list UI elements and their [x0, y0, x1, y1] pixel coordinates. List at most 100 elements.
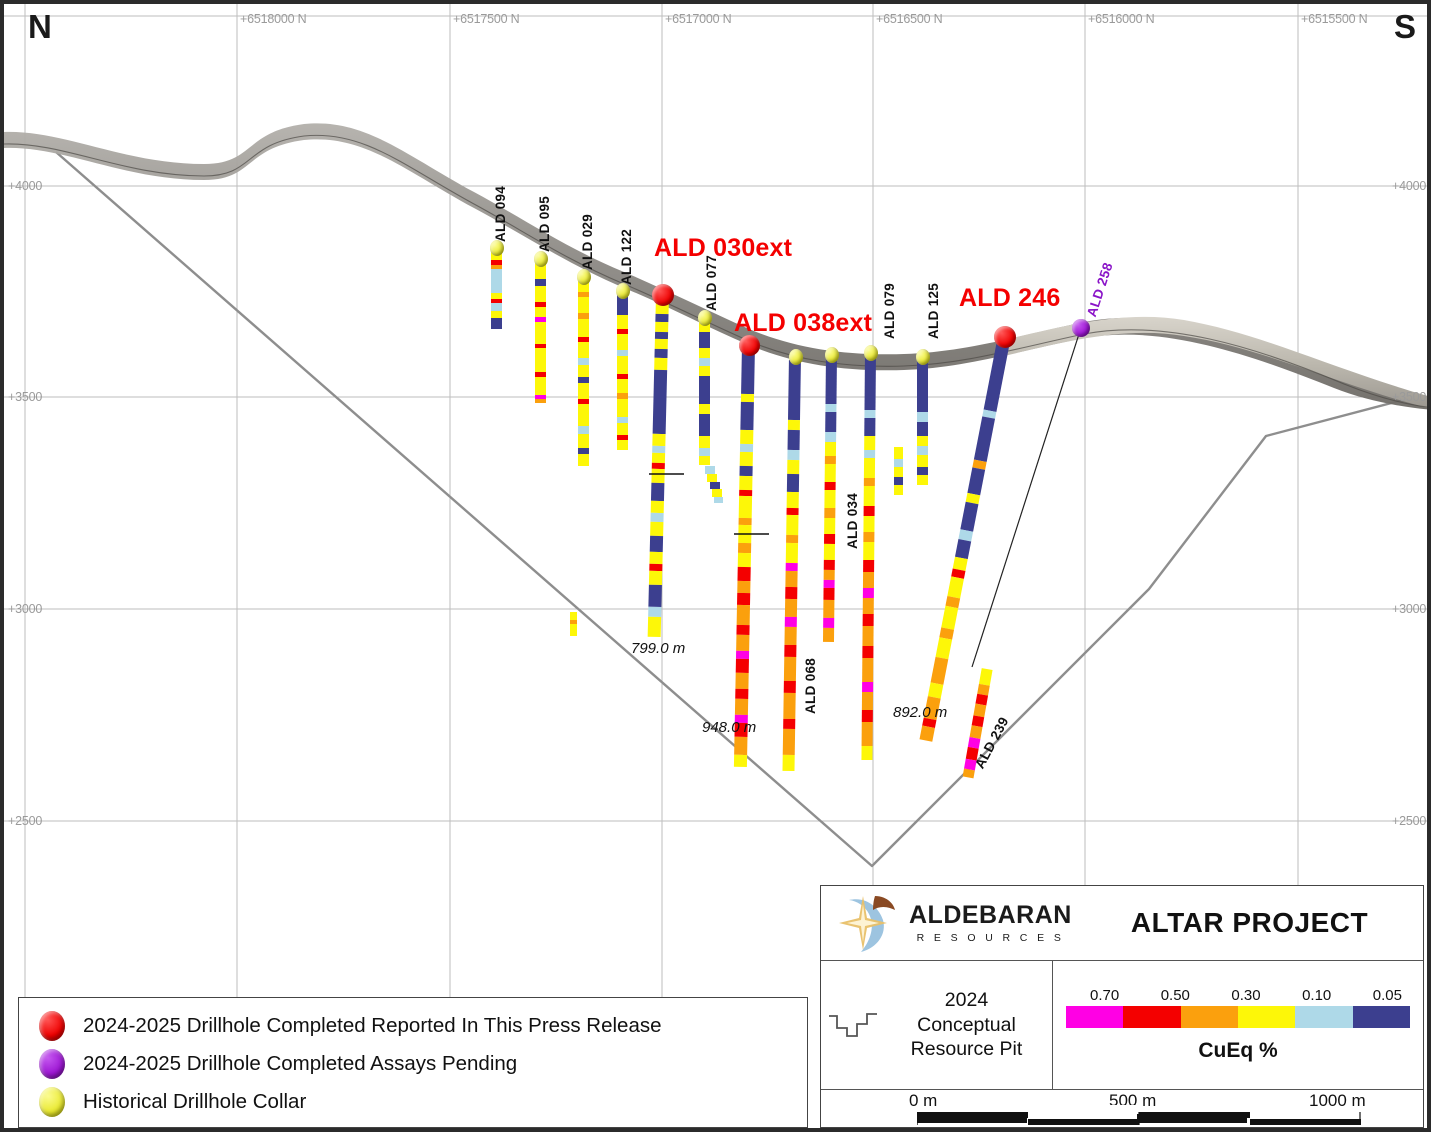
drillhole-trace-ald-068	[782, 359, 801, 772]
y-tick-label: +3500	[8, 390, 43, 404]
cueq-colorbar-legend: 0.70 0.50 0.30 0.10 0.05 CuEq %	[1053, 961, 1423, 1089]
y-tick-label: +4000	[8, 179, 43, 193]
cueq-colorbar	[1066, 1006, 1410, 1028]
collar-ald-125[interactable]	[916, 349, 930, 365]
cross-section-canvas	[4, 4, 1427, 1128]
pit-legend-text: 2024 Conceptual Resource Pit	[887, 988, 1052, 1063]
colorbar-tick: 0.70	[1090, 987, 1120, 1004]
drillhole-trace-ald-030ext	[647, 297, 669, 638]
hole-label-ald-125: ALD 125	[926, 282, 941, 339]
project-title-text: ALTAR PROJECT	[1130, 907, 1369, 938]
project-title: ALTAR PROJECT	[1076, 907, 1423, 939]
drillhole-trace-ald-034	[822, 357, 837, 643]
hole-label-ald-038ext: ALD 038ext	[734, 309, 873, 337]
y-tick-label-right: +3500	[1392, 390, 1427, 404]
collar-ald-079[interactable]	[864, 345, 878, 361]
legend-dot-purple-icon	[39, 1049, 65, 1079]
colorbar-swatch-red	[1123, 1006, 1181, 1028]
hole-label-ald-068: ALD 068	[803, 657, 818, 714]
hole-label-ald-122: ALD 122	[619, 228, 634, 285]
x-tick-label: +6517500 N	[453, 12, 520, 26]
hole-label-ald-094: ALD 094	[493, 185, 508, 242]
colorbar-tick: 0.05	[1372, 987, 1402, 1004]
legend-item-historical-collar: Historical Drillhole Collar	[39, 1083, 807, 1121]
colorbar-tick-labels: 0.70 0.50 0.30 0.10 0.05	[1068, 987, 1408, 1006]
collar-ald-095[interactable]	[534, 251, 548, 267]
pit-label-year: 2024	[944, 988, 989, 1011]
scale-bar-graphic	[917, 1112, 1361, 1125]
collar-ald-122[interactable]	[616, 283, 630, 299]
scale-bar	[917, 1105, 1357, 1123]
legend-label: Historical Drillhole Collar	[83, 1090, 307, 1113]
legend-dot-yellow-icon	[39, 1087, 65, 1117]
company-subtitle: R E S O U R C E S	[916, 931, 1065, 944]
grid-horizontal	[4, 15, 1427, 822]
company-logo: ALDEBARAN R E S O U R C E S	[821, 886, 1076, 960]
legend-item-assays-pending: 2024-2025 Drillhole Completed Assays Pen…	[39, 1045, 807, 1083]
legend-dot-red-icon	[39, 1011, 65, 1041]
y-tick-label-right: +4000	[1392, 179, 1427, 193]
title-block-middle: 2024 Conceptual Resource Pit 0.70 0.50 0…	[821, 961, 1423, 1090]
compass-north-label: N	[28, 8, 52, 45]
collar-ald-038ext[interactable]	[739, 335, 760, 356]
hole-label-ald-029: ALD 029	[580, 213, 595, 270]
pit-step-icon	[821, 1008, 887, 1042]
drillhole-trace-ald-029	[578, 278, 589, 466]
drillhole-trace-ald-077	[699, 320, 723, 503]
collar-ald-068[interactable]	[789, 349, 803, 365]
hole-label-ald-030ext: ALD 030ext	[654, 234, 793, 262]
company-name: ALDEBARAN	[909, 900, 1072, 929]
colorbar-tick: 0.30	[1231, 987, 1261, 1004]
collar-ald-034[interactable]	[825, 347, 839, 363]
drillhole-trace-ald-038ext	[733, 347, 755, 768]
cueq-title: CuEq %	[1198, 1039, 1278, 1062]
depth-label-246: 892.0 m	[893, 704, 948, 721]
colorbar-swatch-orange	[1180, 1006, 1238, 1028]
y-tick-label-right: +3000	[1392, 602, 1427, 616]
scale-label-1000: 1000 m	[1309, 1091, 1366, 1110]
colorbar-tick: 0.50	[1160, 987, 1190, 1004]
colorbar-swatch-yellow	[1237, 1006, 1296, 1028]
y-tick-label: +3000	[8, 602, 43, 616]
leader-line-ald-258	[971, 333, 1080, 668]
pit-legend: 2024 Conceptual Resource Pit	[821, 961, 1053, 1089]
drillhole-trace-ald-079	[861, 355, 876, 761]
aldebaran-star-icon	[839, 896, 895, 952]
collar-ald-258[interactable]	[1072, 319, 1090, 337]
drillhole-trace-fragment-a	[570, 612, 577, 636]
drillhole-trace-ald-246	[919, 338, 1011, 742]
depth-label-038ext: 948.0 m	[702, 719, 757, 736]
compass-south-label: S	[1394, 8, 1417, 45]
collar-ald-030ext[interactable]	[652, 284, 674, 306]
collar-ald-029[interactable]	[577, 269, 591, 285]
hole-label-ald-077: ALD 077	[704, 254, 719, 311]
collar-ald-246[interactable]	[994, 326, 1016, 348]
drillhole-trace-ald-239	[962, 668, 993, 779]
hole-label-ald-079: ALD 079	[882, 282, 897, 339]
pit-label-resource-pit: Resource Pit	[910, 1038, 1023, 1061]
x-tick-label: +6515500 N	[1301, 12, 1368, 26]
collar-ald-077[interactable]	[698, 310, 712, 326]
conceptual-pit-outline	[55, 151, 1415, 868]
collar-ald-094[interactable]	[490, 240, 504, 256]
legend-item-press-release: 2024-2025 Drillhole Completed Reported I…	[39, 1007, 807, 1045]
scale-label-0: 0 m	[909, 1091, 938, 1110]
legend-box: 2024-2025 Drillhole Completed Reported I…	[18, 997, 808, 1128]
topography-surface-light	[1004, 316, 1427, 408]
legend-label: 2024-2025 Drillhole Completed Reported I…	[83, 1014, 662, 1037]
title-block: ALDEBARAN R E S O U R C E S ALTAR PROJEC…	[820, 885, 1424, 1128]
colorbar-swatch-navy	[1352, 1006, 1410, 1028]
depth-label-030ext: 799.0 m	[631, 640, 686, 657]
hole-label-ald-034: ALD 034	[845, 492, 860, 549]
drillhole-trace-ald-095	[535, 261, 546, 403]
hole-label-ald-095: ALD 095	[537, 195, 552, 252]
drillhole-trace-ald-122	[617, 293, 628, 450]
drillhole-trace-ald-125	[917, 360, 928, 485]
y-tick-label: +2500	[8, 814, 43, 828]
topography-topline	[4, 134, 1427, 408]
x-tick-label: +6518000 N	[240, 12, 307, 26]
scale-bar-section: 0 m 500 m 1000 m	[821, 1090, 1423, 1127]
colorbar-swatch-lightblue	[1295, 1006, 1353, 1028]
colorbar-swatch-magenta	[1066, 1006, 1124, 1028]
drillhole-trace-fragment-b	[894, 447, 903, 495]
